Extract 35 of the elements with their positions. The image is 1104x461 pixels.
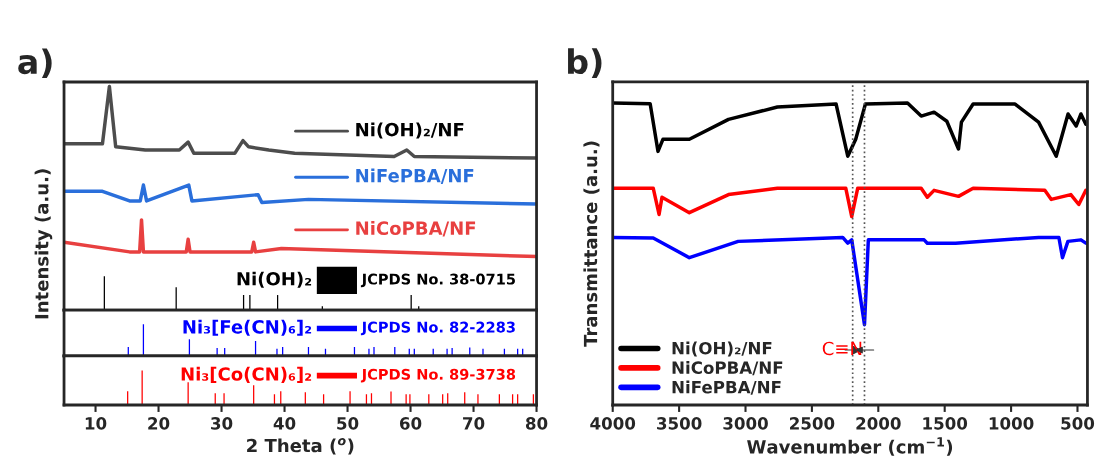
x-axis-title: 2 Theta ($^{o}$) [247,438,354,455]
x-tick-label: 4000 [590,417,636,430]
series-label: Ni(OH)₂ [237,271,312,288]
x-tick-label: 80 [525,417,548,430]
x-tick-label: 20 [148,417,170,430]
chart-title: b) [568,48,602,79]
legend-label: Ni₃[Co(CN)₆]₂ [181,366,312,383]
x-tick-label: 60 [399,417,422,430]
legend-label: Ni(OH)₂/NF [356,122,464,139]
annotation: JCPDS No. 82-2283 [360,321,515,336]
x-tick-label: 30 [211,417,233,430]
x-tick-label: 2500 [790,417,835,430]
x-tick-label: 40 [273,417,296,430]
legend-label: NiCoPBA/NF [672,361,783,376]
y-axis-title: Intensity (a.u.) [34,169,53,319]
x-tick-label: 10 [85,417,107,430]
annotation: JCPDS No. 38-0715 [360,273,515,288]
x-tick-label: 70 [463,417,485,430]
x-tick-label: 50 [337,417,359,430]
chart-title: a) [18,48,52,79]
x-tick-label: 1500 [923,417,968,430]
y-axis-title: Transmittance (a.u.) [583,141,600,347]
x-tick-label: 3000 [723,417,768,430]
legend-label: Ni₃[Fe(CN)₆]₂ [183,319,312,336]
legend-label: NiFePBA/NF [356,168,474,184]
annotation: JCPDS No. 89-3738 [360,368,516,383]
legend-label: NiCoPBA/NF [356,221,476,237]
x-tick-label: 1000 [989,417,1034,430]
x-tick-label: 2000 [856,417,901,430]
legend-label: Ni(OH)₂/NF [672,341,772,357]
x-axis-title: Wavenumber (cm$^{−1}$) [747,437,953,456]
x-tick-label: 3500 [657,417,702,430]
x-tick-label: 500 [1061,417,1095,430]
annotation: C≡N [822,341,862,356]
legend-label: NiFePBA/NF [672,380,781,395]
